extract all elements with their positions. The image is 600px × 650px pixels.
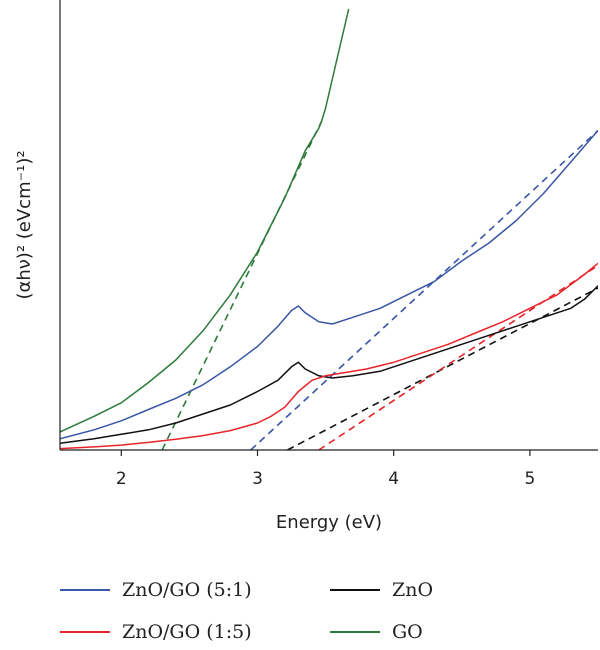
legend-label: GO xyxy=(392,621,423,643)
legend: ZnO/GO (5:1) ZnO ZnO/GO (1:5) GO xyxy=(60,579,433,643)
x-ticks: 2 3 4 5 xyxy=(116,450,535,489)
axes xyxy=(59,0,598,451)
tangent-zno-go-5-1 xyxy=(250,129,598,450)
x-tick-label: 2 xyxy=(116,469,127,489)
x-tick-label: 5 xyxy=(524,469,535,489)
series-zno-go-5-1 xyxy=(60,130,598,440)
series-zno-go-1-5 xyxy=(60,262,598,450)
legend-item-zno-go-1-5: ZnO/GO (1:5) xyxy=(60,621,252,643)
data-curves xyxy=(60,8,598,450)
x-tick-label: 4 xyxy=(388,469,399,489)
x-tick-label: 3 xyxy=(252,469,263,489)
legend-label: ZnO/GO (1:5) xyxy=(122,621,252,643)
legend-label: ZnO/GO (5:1) xyxy=(122,579,252,601)
series-go xyxy=(60,8,350,433)
series-zno xyxy=(60,285,598,445)
y-axis-title: (αhν)² (eVcm⁻¹)² xyxy=(14,150,35,299)
legend-item-zno: ZnO xyxy=(330,579,433,601)
legend-item-zno-go-5-1: ZnO/GO (5:1) xyxy=(60,579,252,601)
tangent-lines xyxy=(161,121,598,450)
tangent-go xyxy=(161,121,323,450)
legend-item-go: GO xyxy=(330,621,423,643)
tangent-zno xyxy=(287,287,598,450)
legend-label: ZnO xyxy=(392,579,433,601)
tangent-zno-go-1-5 xyxy=(318,264,598,450)
x-axis-title: Energy (eV) xyxy=(276,512,382,533)
